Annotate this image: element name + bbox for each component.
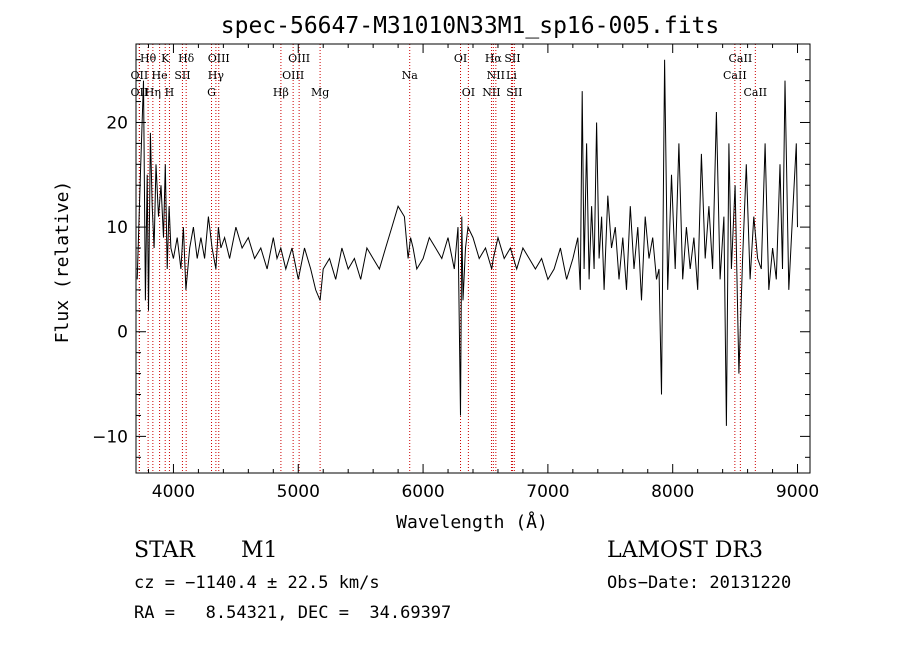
marker-label: NII (487, 69, 505, 82)
marker-label: SII (504, 52, 520, 65)
x-tick-label: 9000 (776, 482, 819, 502)
marker-label: SII (174, 69, 190, 82)
x-axis-label: Wavelength (Å) (396, 511, 548, 533)
y-axis: −10 0 10 20 (92, 59, 810, 458)
marker-label: NII (482, 86, 500, 99)
marker-label: Hγ (208, 69, 225, 82)
marker-label: He (152, 69, 168, 82)
redshift-cz: cz = −1140.4 ± 22.5 km/s (134, 573, 380, 593)
marker-label: OI (462, 86, 475, 99)
marker-label: OI (454, 52, 467, 65)
marker-label: K (161, 52, 170, 65)
x-tick-label: 7000 (526, 482, 569, 502)
y-tick-label: −10 (92, 427, 128, 447)
marker-label: Mg (311, 86, 329, 99)
x-tick-label: 8000 (651, 482, 694, 502)
marker-label: SII (506, 86, 522, 99)
x-tick-label: 5000 (277, 482, 320, 502)
line-markers (138, 44, 756, 473)
marker-label: Hδ (178, 52, 195, 65)
marker-label: Hα (485, 52, 503, 65)
x-tick-label: 6000 (401, 482, 444, 502)
x-axis: 4000 5000 6000 7000 8000 9000 (147, 44, 819, 502)
object-class: STAR (134, 538, 195, 563)
marker-label: OIII (208, 52, 230, 65)
marker-label: Hβ (273, 86, 289, 99)
chart-title: spec-56647-M31010N33M1_sp16-005.fits (221, 13, 720, 39)
marker-label: CaII (729, 52, 753, 65)
marker-label: Hθ (140, 52, 157, 65)
y-tick-label: 0 (117, 323, 128, 343)
coordinates: RA = 8.54321, DEC = 34.69397 (134, 603, 452, 623)
marker-label: OIII (282, 69, 304, 82)
y-axis-label: Flux (relative) (52, 181, 73, 344)
marker-label: CaII (743, 86, 767, 99)
marker-label: H (165, 86, 175, 99)
survey-name: LAMOST DR3 (607, 538, 763, 563)
marker-label: OIII (288, 52, 310, 65)
y-tick-label: 20 (106, 113, 128, 133)
marker-label: OII (131, 69, 149, 82)
marker-label: CaII (723, 69, 747, 82)
marker-label: G (207, 86, 216, 99)
y-tick-label: 10 (106, 218, 128, 238)
marker-label: Li (506, 69, 517, 82)
spectrum-line (136, 59, 798, 426)
observation-date: Obs−Date: 20131220 (607, 573, 792, 593)
x-tick-label: 4000 (152, 482, 195, 502)
object-subclass: M1 (241, 538, 278, 563)
plot-frame (135, 43, 811, 474)
marker-label: Na (402, 69, 419, 82)
marker-label: Hη (145, 86, 161, 99)
